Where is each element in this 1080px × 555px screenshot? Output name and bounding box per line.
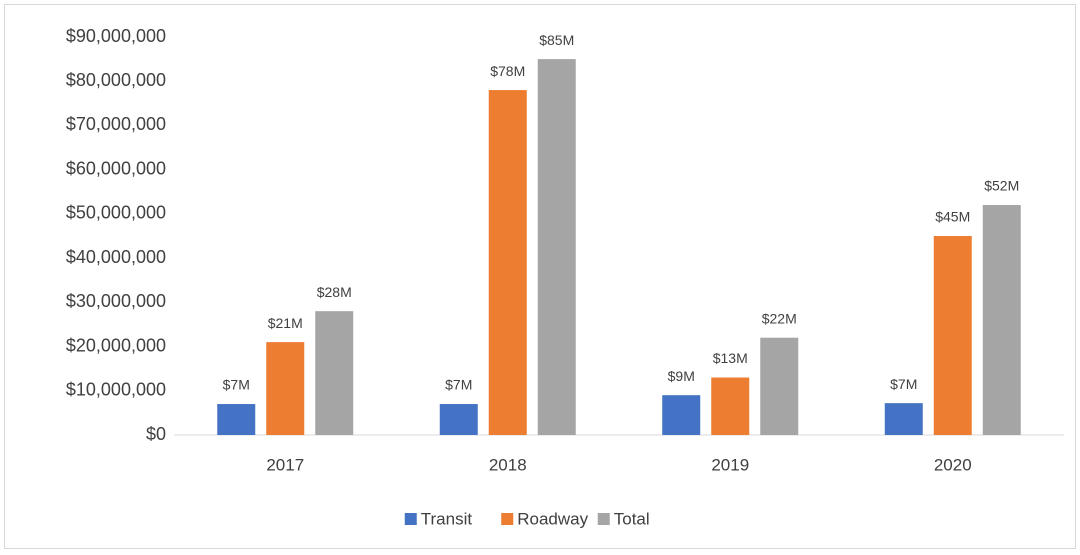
bar (884, 403, 923, 435)
bar (266, 342, 305, 435)
data-label: $85M (539, 32, 574, 48)
data-label: $9M (668, 368, 695, 384)
x-tick-label: 2020 (934, 455, 972, 474)
data-label: $45M (935, 209, 970, 225)
legend-swatch (597, 513, 610, 525)
data-label: $78M (490, 63, 525, 79)
y-tick-label: $80,000,000 (66, 70, 166, 90)
y-tick-label: $90,000,000 (66, 26, 166, 46)
data-label: $7M (223, 377, 250, 393)
bar (488, 90, 527, 436)
legend-swatch (404, 513, 417, 525)
bar (537, 59, 576, 435)
bar (760, 337, 799, 435)
bar (217, 404, 256, 435)
y-tick-label: $30,000,000 (66, 291, 166, 311)
y-tick-label: $50,000,000 (66, 203, 166, 223)
legend-label: Total (614, 509, 650, 528)
x-tick-label: 2019 (711, 455, 749, 474)
legend-label: Roadway (517, 509, 588, 528)
bar (933, 236, 972, 435)
data-label: $52M (984, 178, 1019, 194)
bar (315, 311, 354, 435)
bar (982, 205, 1021, 435)
legend-swatch (501, 513, 514, 525)
y-tick-label: $20,000,000 (66, 335, 166, 355)
x-tick-label: 2018 (489, 455, 527, 474)
y-tick-label: $70,000,000 (66, 114, 166, 134)
data-label: $28M (317, 284, 352, 300)
data-label: $13M (713, 350, 748, 366)
bar (662, 395, 701, 435)
data-label: $7M (890, 376, 917, 392)
x-tick-label: 2017 (266, 455, 304, 474)
y-tick-label: $10,000,000 (66, 380, 166, 400)
bar (711, 377, 750, 435)
bar (439, 404, 478, 435)
legend-label: Transit (421, 509, 473, 528)
y-tick-label: $40,000,000 (66, 247, 166, 267)
data-label: $7M (445, 377, 472, 393)
y-tick-label: $60,000,000 (66, 158, 166, 178)
y-tick-label: $0 (146, 424, 166, 444)
data-label: $22M (762, 310, 797, 326)
data-label: $21M (268, 315, 303, 331)
